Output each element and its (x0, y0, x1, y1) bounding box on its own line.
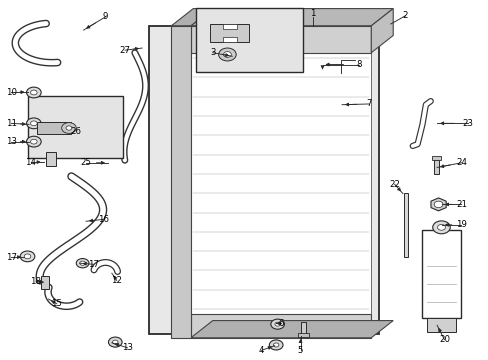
Text: 10: 10 (6, 87, 17, 96)
Circle shape (20, 251, 35, 262)
Text: 27: 27 (119, 46, 130, 55)
Text: 17: 17 (88, 260, 99, 269)
Circle shape (223, 51, 231, 57)
Text: 15: 15 (51, 299, 62, 308)
Bar (422, 230, 460, 318)
Circle shape (61, 123, 76, 134)
Text: 25: 25 (81, 158, 91, 167)
Circle shape (108, 337, 122, 347)
Text: 19: 19 (455, 220, 466, 229)
Bar (195, 8, 303, 72)
Circle shape (274, 322, 280, 326)
Bar (37, 122, 71, 134)
Text: 7: 7 (366, 99, 371, 108)
Polygon shape (171, 9, 212, 26)
Text: 5: 5 (297, 346, 303, 355)
Circle shape (218, 48, 236, 61)
Circle shape (273, 343, 278, 347)
Circle shape (432, 221, 449, 234)
Circle shape (270, 319, 284, 329)
Polygon shape (370, 9, 392, 53)
Circle shape (80, 261, 85, 265)
Bar (210, 24, 249, 42)
Bar (427, 318, 455, 332)
Text: 4: 4 (258, 346, 264, 355)
Bar (45, 152, 56, 166)
Circle shape (76, 258, 89, 268)
Text: 8: 8 (356, 60, 361, 69)
Polygon shape (430, 198, 445, 211)
Bar (298, 333, 308, 337)
Text: 24: 24 (455, 158, 466, 167)
Circle shape (66, 126, 72, 130)
Circle shape (30, 121, 37, 126)
Bar (190, 53, 370, 315)
Circle shape (24, 254, 31, 259)
Circle shape (30, 90, 37, 95)
Text: 18: 18 (30, 276, 41, 285)
Bar (222, 24, 237, 30)
Text: 1: 1 (309, 9, 315, 18)
Text: 12: 12 (111, 276, 122, 285)
Circle shape (26, 118, 41, 129)
Text: 20: 20 (438, 335, 449, 344)
Bar (300, 322, 306, 335)
Bar (27, 96, 122, 158)
Text: 2: 2 (402, 11, 407, 20)
Text: 22: 22 (388, 180, 399, 189)
Circle shape (269, 340, 283, 350)
Circle shape (26, 136, 41, 147)
Text: 21: 21 (455, 200, 466, 209)
Bar (190, 315, 370, 338)
Text: 3: 3 (210, 48, 215, 57)
Circle shape (433, 201, 442, 208)
Circle shape (112, 340, 118, 344)
Text: 17: 17 (6, 253, 17, 262)
Bar (149, 26, 378, 334)
Circle shape (437, 224, 445, 230)
Bar (171, 26, 190, 338)
Text: 6: 6 (278, 319, 283, 328)
Bar (431, 156, 440, 160)
Text: 14: 14 (25, 158, 36, 167)
Bar (433, 160, 438, 174)
Circle shape (30, 139, 37, 144)
Text: 26: 26 (71, 127, 81, 136)
Polygon shape (190, 9, 392, 26)
Circle shape (26, 87, 41, 98)
Bar (41, 276, 49, 289)
Text: 9: 9 (102, 12, 108, 21)
Polygon shape (190, 320, 392, 338)
Bar (190, 26, 370, 53)
Text: 16: 16 (98, 215, 108, 224)
Text: 13: 13 (122, 343, 133, 352)
Bar (222, 37, 237, 42)
Text: 11: 11 (6, 119, 17, 128)
Text: 23: 23 (461, 119, 472, 128)
Bar (404, 193, 407, 257)
Text: 13: 13 (6, 137, 17, 146)
